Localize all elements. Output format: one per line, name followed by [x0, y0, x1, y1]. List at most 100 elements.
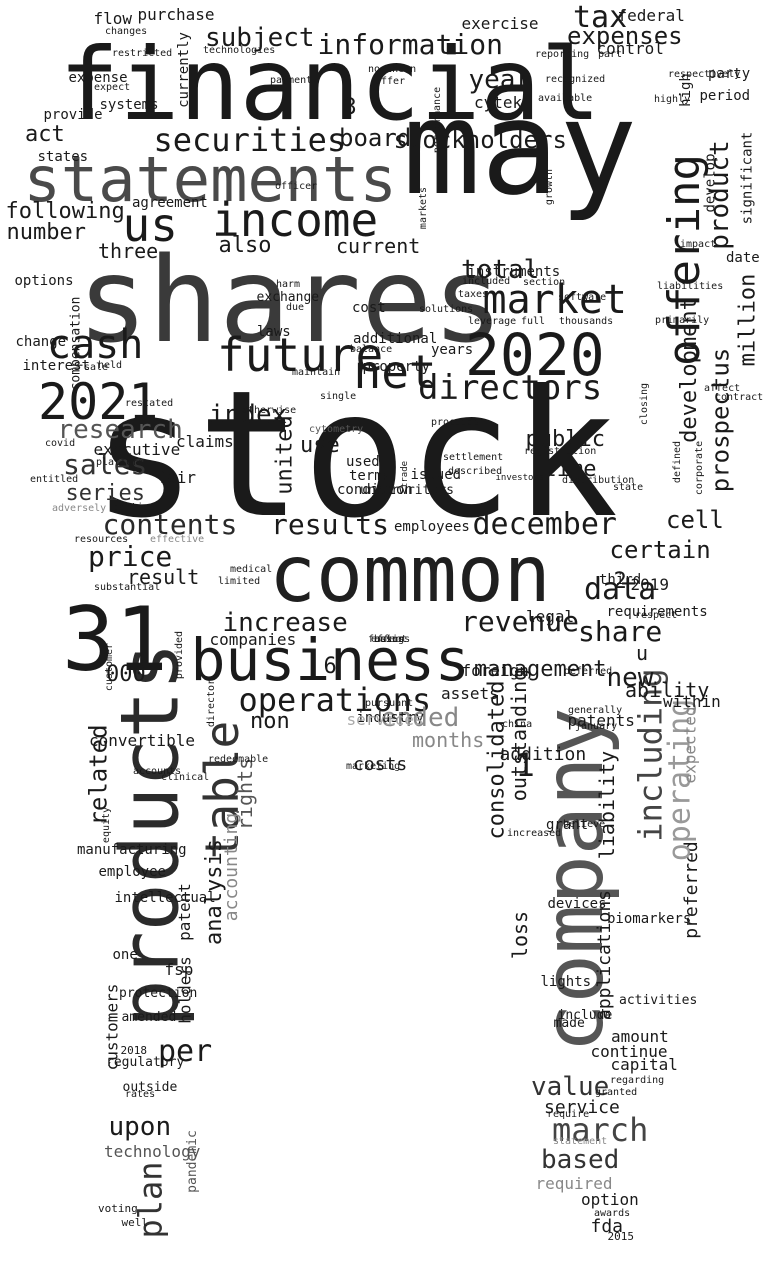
cloud-word: corporate	[694, 440, 706, 496]
cloud-word: result	[127, 565, 200, 589]
cloud-word: issued	[410, 467, 462, 483]
cloud-word: distribution	[562, 475, 635, 486]
cloud-word: solutions	[419, 304, 474, 315]
cloud-word: 2021	[38, 373, 159, 431]
cloud-word: change	[15, 334, 67, 350]
cloud-word: believe	[563, 819, 606, 830]
cloud-word: primarily	[655, 315, 710, 326]
cloud-word: assets	[441, 684, 499, 703]
cloud-word: section	[523, 277, 566, 288]
cloud-word: investors	[495, 472, 545, 483]
cloud-word: closing	[639, 382, 651, 426]
cloud-word: fda	[590, 1216, 624, 1237]
cloud-word: factors	[368, 634, 411, 645]
cloud-word: statements	[23, 143, 397, 216]
cloud-word: 1	[515, 746, 535, 784]
cloud-word: china	[502, 719, 533, 730]
cloud-word: exchange	[256, 289, 320, 305]
cloud-word: amended	[121, 1009, 177, 1025]
cloud-word: currently	[175, 32, 192, 108]
cloud-word: director	[206, 678, 218, 728]
cloud-word: covid	[45, 438, 76, 449]
cloud-word: may	[402, 72, 638, 224]
cloud-word: effect	[371, 634, 408, 645]
cloud-word: public	[525, 427, 605, 452]
cloud-word: compensation	[68, 296, 84, 390]
cloud-word: include	[557, 1007, 613, 1023]
cloud-word: regarding	[610, 1075, 665, 1086]
cloud-word: operations	[238, 681, 432, 719]
cloud-word: employees	[394, 519, 470, 535]
cloud-word: current	[336, 234, 421, 258]
cloud-word: claims	[176, 432, 234, 451]
cloud-word: party	[708, 66, 751, 82]
cloud-word: generally	[568, 705, 623, 716]
cloud-word: develop	[702, 153, 719, 213]
cloud-word: northern	[368, 64, 417, 75]
cloud-word: respect	[635, 610, 678, 621]
cloud-word: expenses	[567, 22, 683, 50]
cloud-word: period	[699, 88, 751, 104]
cloud-word: foreign	[461, 661, 529, 680]
cloud-word: restricted	[112, 48, 173, 59]
cloud-word: use	[300, 433, 340, 458]
cloud-word: revenue	[461, 605, 580, 638]
cloud-word: costs	[353, 754, 408, 775]
cloud-word: sales	[63, 448, 148, 481]
cloud-word: price	[88, 540, 173, 573]
cloud-word: due	[286, 302, 305, 313]
cloud-word: activities	[619, 992, 698, 1008]
cloud-word: part	[598, 49, 623, 60]
cloud-word: date	[726, 250, 760, 266]
cloud-word: united	[272, 415, 298, 495]
cloud-word: 31	[62, 588, 168, 691]
cloud-word: using	[374, 634, 405, 645]
cloud-word: used	[346, 454, 380, 470]
cloud-word: redeemable	[208, 754, 269, 765]
cloud-word: purchase	[137, 5, 215, 24]
cloud-word: contract	[715, 392, 764, 403]
cloud-word: service	[544, 1097, 620, 1118]
cloud-word: cell	[666, 506, 724, 534]
cloud-word: income	[212, 193, 379, 247]
cloud-word: platform	[96, 457, 145, 468]
cloud-word: systems	[99, 97, 159, 113]
cloud-word: condition	[337, 482, 413, 498]
cloud-word: adversely	[52, 503, 107, 514]
cloud-word: 2018	[120, 1043, 148, 1057]
cloud-word: capital	[610, 1055, 678, 1074]
cloud-word: board	[339, 124, 412, 152]
cloud-word: significant	[738, 131, 755, 225]
cloud-word: exercise	[461, 14, 539, 33]
cloud-word: deferred	[564, 666, 613, 677]
cloud-word: pandemic	[184, 1129, 200, 1193]
cloud-word: one	[112, 947, 138, 963]
cloud-word: future	[217, 328, 384, 382]
cloud-word: otherwise	[242, 405, 297, 416]
cloud-word: require	[547, 1109, 590, 1120]
cloud-word: per	[158, 1034, 213, 1069]
cloud-word: proceeds	[431, 417, 480, 428]
cloud-word: 6	[323, 654, 337, 679]
cloud-word: maintain	[292, 367, 341, 378]
cloud-word: effective	[150, 534, 205, 545]
cloud-word: million	[734, 273, 760, 367]
cloud-word: recognized	[545, 74, 606, 85]
cloud-word: shares	[77, 231, 504, 369]
cloud-word: provided	[174, 630, 186, 680]
cloud-word: three	[98, 239, 159, 263]
cloud-word: outside	[122, 1079, 178, 1095]
cloud-word: expense	[68, 70, 128, 86]
cloud-word: technologies	[203, 45, 276, 56]
cloud-word: option	[581, 1190, 639, 1209]
cloud-word: agreement	[132, 195, 208, 211]
cloud-word: marketing	[346, 761, 401, 772]
cloud-word: basis	[374, 634, 405, 645]
cloud-word: held	[98, 360, 123, 371]
cloud-word: us	[122, 198, 178, 252]
cloud-word: respectively	[668, 69, 741, 80]
cloud-word: software	[558, 292, 607, 303]
cloud-word: amount	[611, 1027, 669, 1046]
cloud-word: equity	[101, 806, 113, 844]
cloud-word: new	[606, 663, 654, 693]
